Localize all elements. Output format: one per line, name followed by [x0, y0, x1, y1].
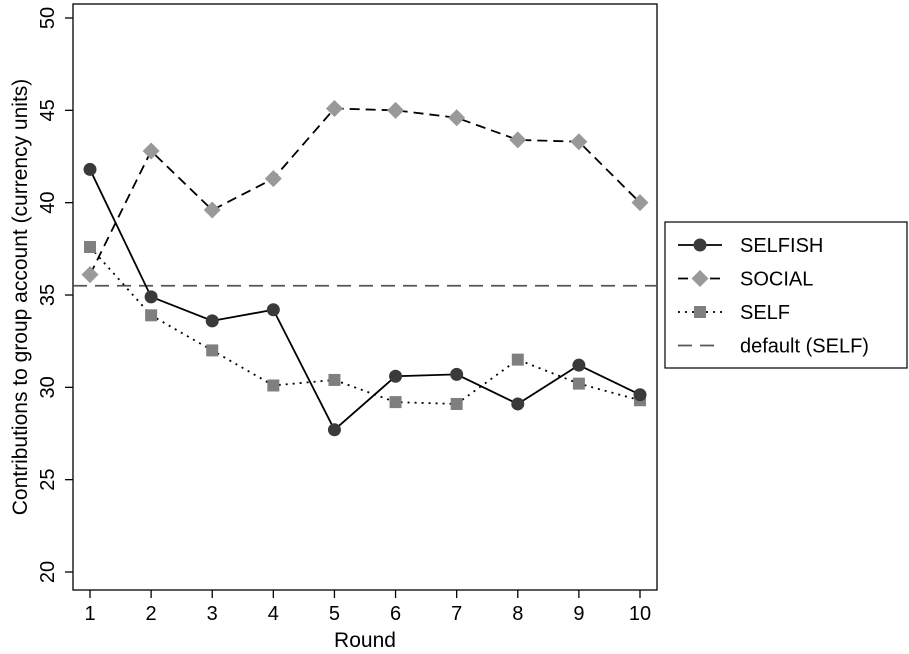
- axes: [72, 3, 658, 591]
- data-point-social: [325, 99, 343, 117]
- data-point-self: [572, 377, 585, 390]
- y-tick-label: 25: [37, 469, 59, 491]
- data-point-selfish: [450, 367, 464, 381]
- legend-label: SOCIAL: [740, 269, 813, 291]
- data-point-social: [387, 101, 405, 119]
- series-line-social: [89, 107, 641, 276]
- data-point-self: [450, 397, 463, 410]
- data-point-self: [84, 240, 96, 253]
- data-point-self: [511, 353, 524, 366]
- data-point-social: [448, 109, 466, 127]
- x-tick-label: 5: [329, 603, 340, 625]
- legend-label: SELFISH: [740, 235, 823, 257]
- legend-swatch-marker: [694, 306, 706, 318]
- x-tick-label: 3: [207, 603, 218, 625]
- data-point-selfish: [144, 290, 158, 304]
- data-point-social: [142, 142, 160, 160]
- data-point-social: [509, 131, 527, 149]
- data-point-selfish: [266, 303, 280, 317]
- x-tick-label: 2: [146, 603, 157, 625]
- data-point-selfish: [633, 388, 647, 402]
- x-tick-label: 8: [512, 603, 523, 625]
- data-point-selfish: [83, 162, 97, 176]
- series-line-selfish: [89, 169, 641, 432]
- data-point-self: [389, 396, 402, 409]
- data-point-selfish: [572, 358, 586, 372]
- legend-item-selfish: SELFISH: [678, 235, 823, 257]
- legend-label: default (SELF): [740, 336, 869, 358]
- x-tick-label: 10: [629, 603, 651, 625]
- data-point-social: [631, 194, 649, 212]
- data-point-selfish: [327, 423, 341, 437]
- legend-item-social: SOCIAL: [678, 269, 813, 291]
- y-tick-label: 40: [37, 192, 59, 214]
- series-selfish: [83, 162, 647, 437]
- data-point-social: [570, 133, 588, 151]
- x-tick-label: 1: [84, 603, 95, 625]
- y-axis-title: Contributions to group account (currency…: [9, 79, 32, 516]
- legend-label: SELF: [740, 302, 790, 324]
- data-point-social: [264, 170, 282, 188]
- data-point-selfish: [511, 397, 525, 411]
- x-tick-label: 6: [390, 603, 401, 625]
- data-point-selfish: [205, 314, 219, 328]
- series-social: [81, 99, 649, 284]
- x-axis-title: Round: [334, 629, 396, 652]
- series-line-self: [89, 246, 641, 405]
- y-tick-label: 20: [37, 561, 59, 583]
- series-self: [84, 240, 646, 410]
- plot-area-frame: [72, 3, 658, 591]
- x-tick-label: 4: [268, 603, 279, 625]
- x-tick-label: 7: [451, 603, 462, 625]
- x-tick-label: 9: [573, 603, 584, 625]
- data-point-social: [81, 266, 99, 284]
- y-axis-ticks: 20 25 30 35 40 45 50: [37, 7, 73, 583]
- legend: SELFISH SOCIAL SELF default (SELF): [664, 221, 908, 369]
- data-point-self: [328, 373, 341, 386]
- data-point-self: [267, 379, 280, 392]
- data-point-self: [145, 309, 158, 322]
- x-axis-ticks: 1 2 3 4 5 6 7 8 9 10: [84, 590, 651, 625]
- legend-item-default-self: default (SELF): [678, 336, 869, 358]
- series-layer: [73, 99, 657, 437]
- data-point-self: [206, 344, 219, 357]
- y-tick-label: 50: [37, 7, 59, 29]
- legend-swatch-marker: [691, 270, 709, 287]
- y-tick-label: 30: [37, 376, 59, 398]
- y-tick-label: 45: [37, 99, 59, 121]
- legend-swatch-marker: [693, 238, 707, 252]
- data-point-selfish: [389, 369, 403, 383]
- y-tick-label: 35: [37, 284, 59, 306]
- legend-item-self: SELF: [678, 302, 790, 324]
- data-point-social: [203, 201, 221, 219]
